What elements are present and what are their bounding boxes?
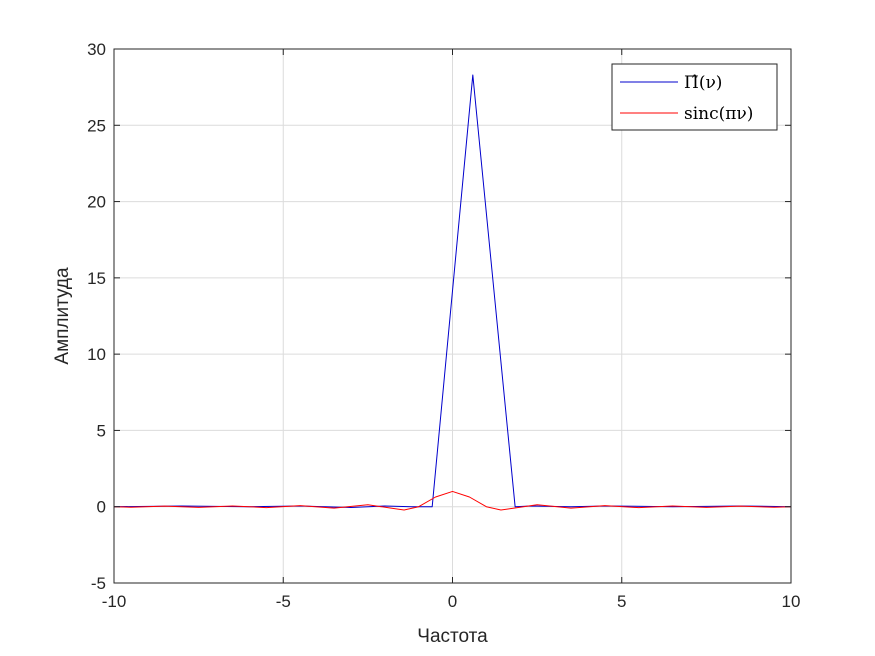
axis-ticks xyxy=(113,48,792,584)
x-tick-label: 0 xyxy=(448,592,457,611)
y-tick-label: 5 xyxy=(97,421,106,440)
series-line-pi-hat xyxy=(113,74,792,508)
legend-label-pi-hat: Π̂(ν) xyxy=(684,73,722,93)
y-tick-label: 25 xyxy=(87,116,106,135)
plot-area xyxy=(113,48,792,584)
y-tick-label: -5 xyxy=(91,574,106,593)
y-tick-label: 15 xyxy=(87,269,106,288)
legend: Π̂(ν) sinc(πν) xyxy=(611,63,778,131)
y-tick-label: 10 xyxy=(87,345,106,364)
x-tick-label: -10 xyxy=(102,592,127,611)
x-tick-label: 10 xyxy=(782,592,801,611)
y-axis-label: Амплитуда xyxy=(52,267,73,365)
legend-label-sinc: sinc(πν) xyxy=(684,104,753,124)
legend-box xyxy=(611,63,778,131)
x-tick-label: 5 xyxy=(617,592,626,611)
y-tick-label: 20 xyxy=(87,193,106,212)
series-layer xyxy=(113,74,792,511)
y-tick-label: 0 xyxy=(97,498,106,517)
series-line-sinc xyxy=(113,490,792,511)
y-tick-label: 30 xyxy=(87,40,106,59)
x-axis-label: Частота xyxy=(417,626,488,647)
x-tick-label: -5 xyxy=(276,592,291,611)
